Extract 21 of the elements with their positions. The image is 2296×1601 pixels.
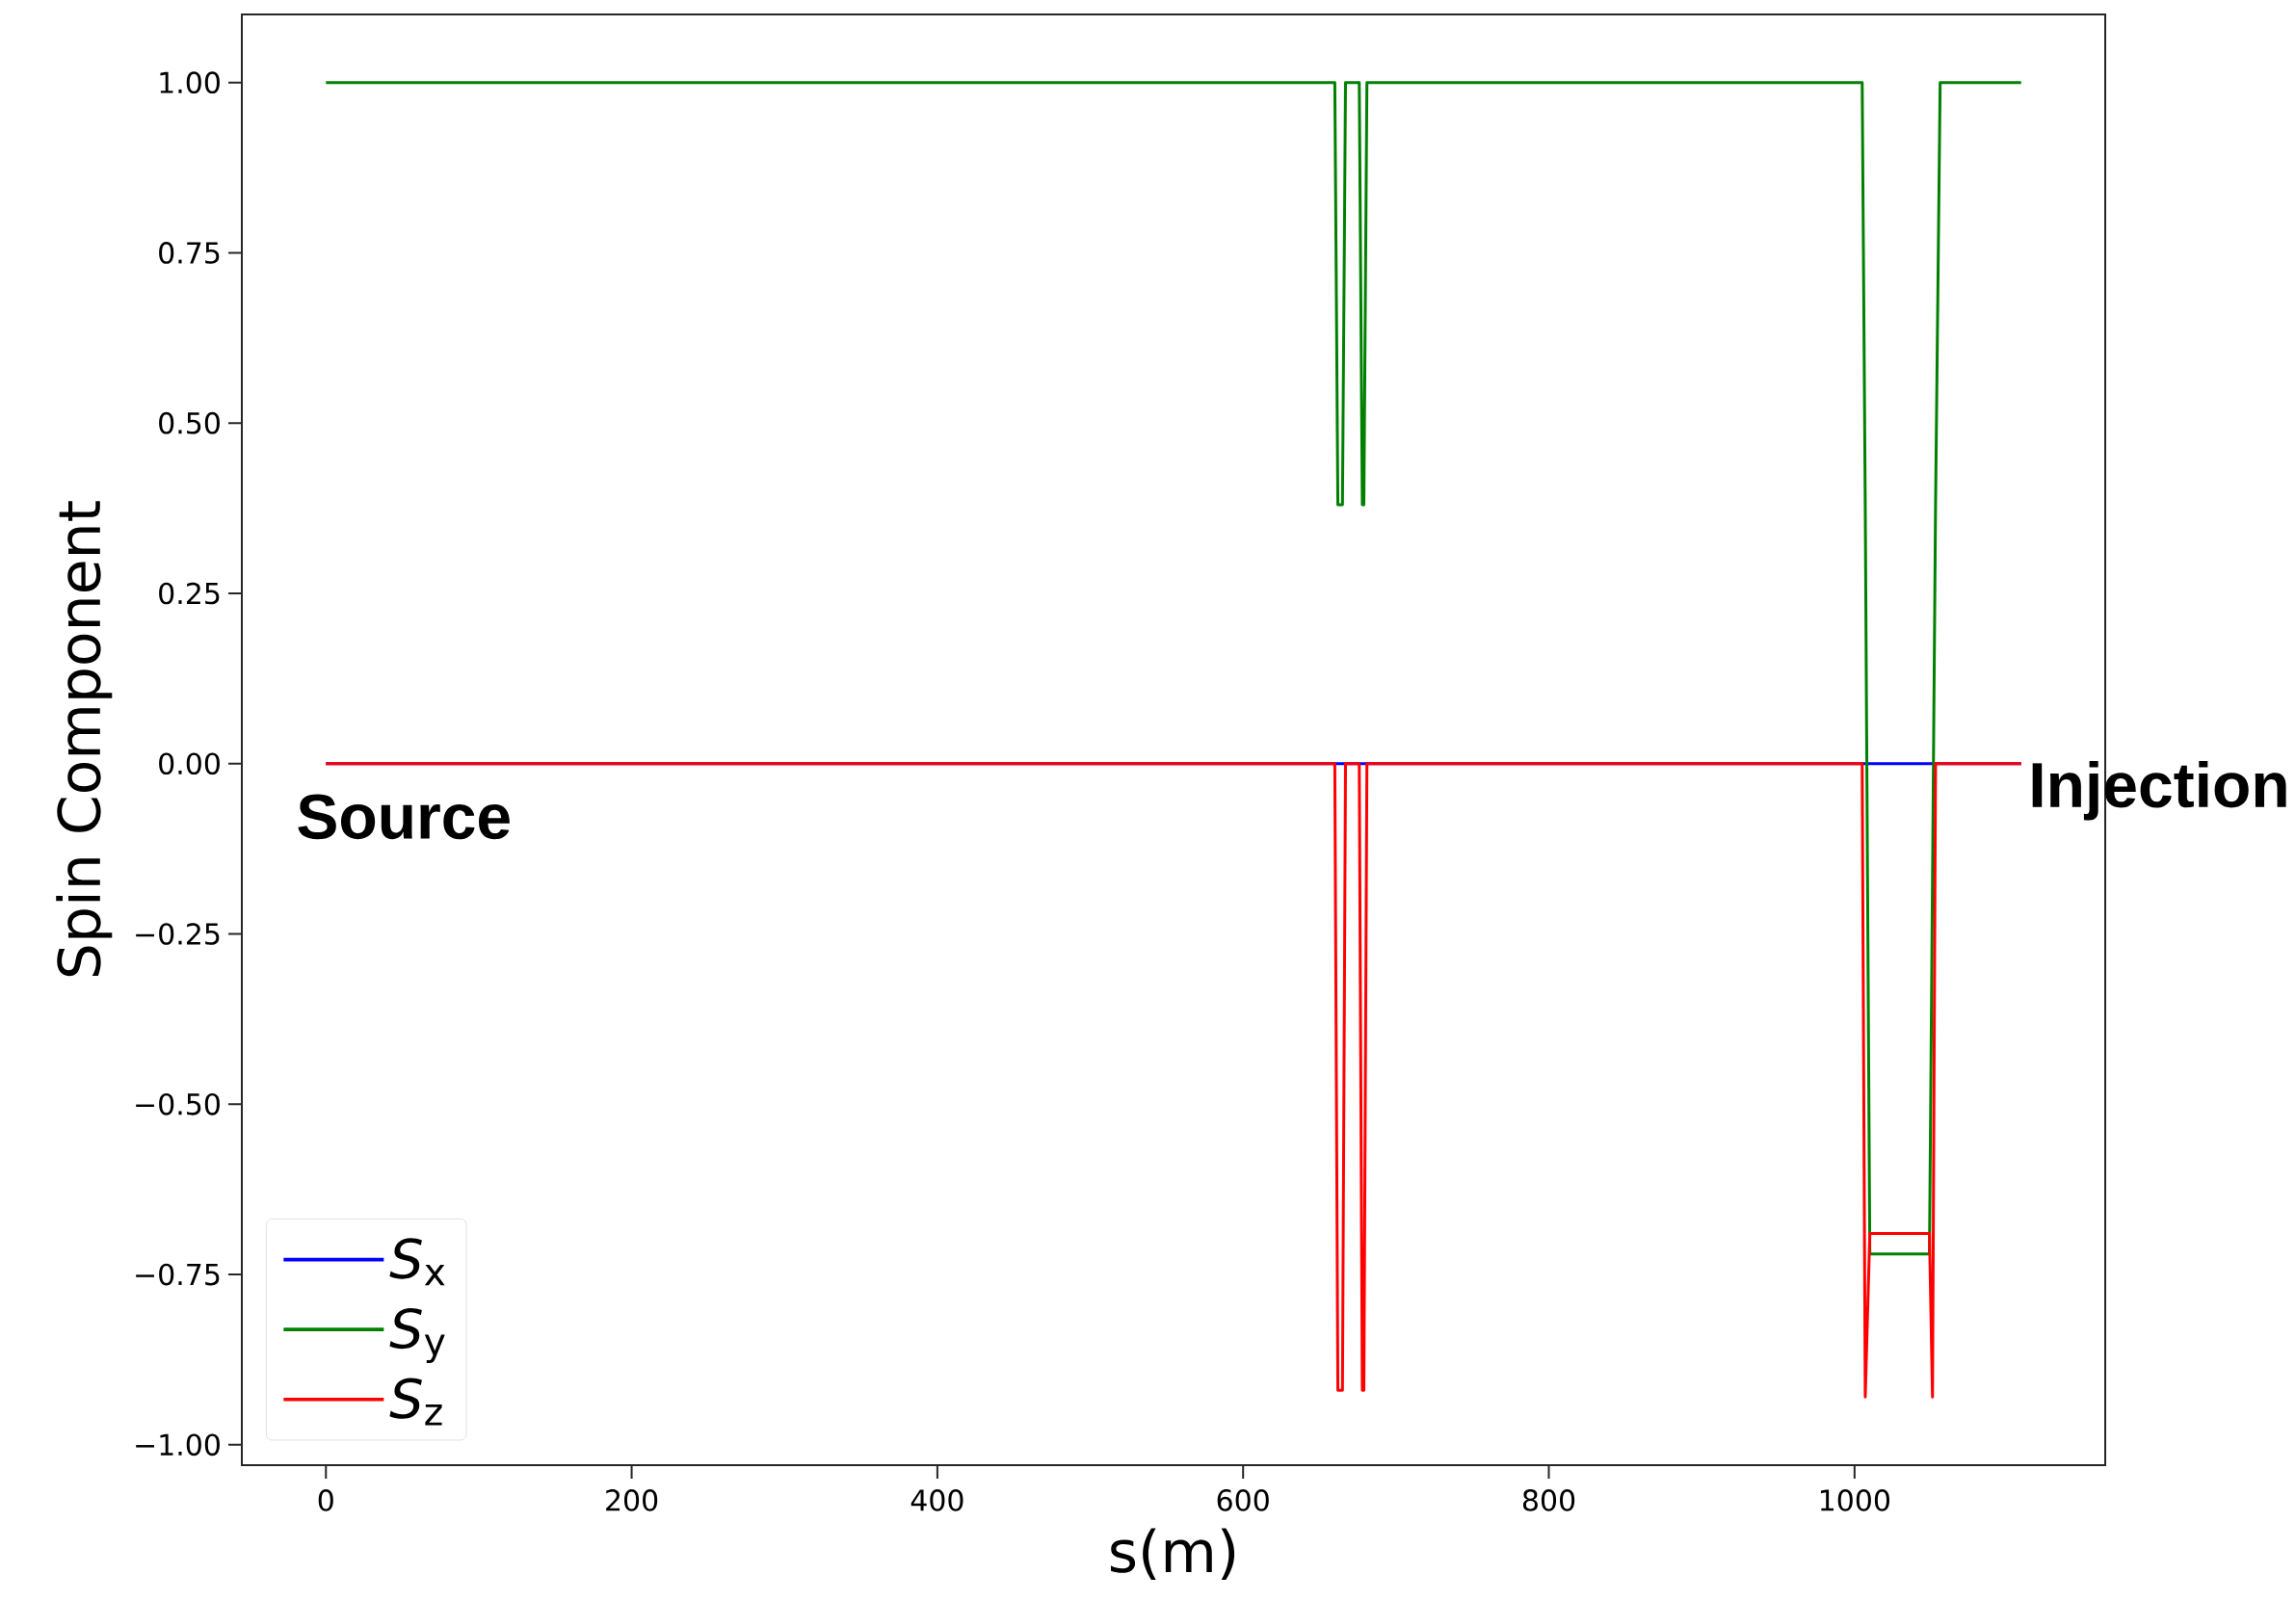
- annotation: Source: [298, 794, 510, 840]
- y-tick-label: 0.25: [159, 582, 220, 605]
- x-tick-label: 600: [1217, 1489, 1269, 1511]
- x-axis-title: s(m): [1111, 1528, 1235, 1580]
- x-tick-label: 1000: [1820, 1489, 1889, 1511]
- y-tick-label: 0.50: [159, 411, 220, 434]
- y-tick-label: 0.00: [159, 752, 220, 775]
- legend-label: S$_{y}$: [389, 1307, 445, 1364]
- x-tick-label: 800: [1522, 1489, 1575, 1511]
- y-tick-label: 1.00: [160, 71, 220, 94]
- x-tick-label: 0: [318, 1489, 333, 1511]
- y-tick-label: −0.75: [136, 1263, 220, 1286]
- y-tick-label: −0.25: [136, 923, 220, 945]
- x-tick-label: 400: [910, 1489, 963, 1511]
- y-tick-label: 0.75: [159, 242, 220, 264]
- y-axis-title: Spin Component: [56, 501, 113, 977]
- legend-label: S$_{x}$: [389, 1238, 445, 1286]
- x-tick-label: 200: [606, 1489, 658, 1511]
- y-tick-label: −1.00: [136, 1433, 220, 1457]
- legend-label: S$_{z}$: [389, 1378, 442, 1426]
- y-tick-label: −0.50: [136, 1092, 220, 1115]
